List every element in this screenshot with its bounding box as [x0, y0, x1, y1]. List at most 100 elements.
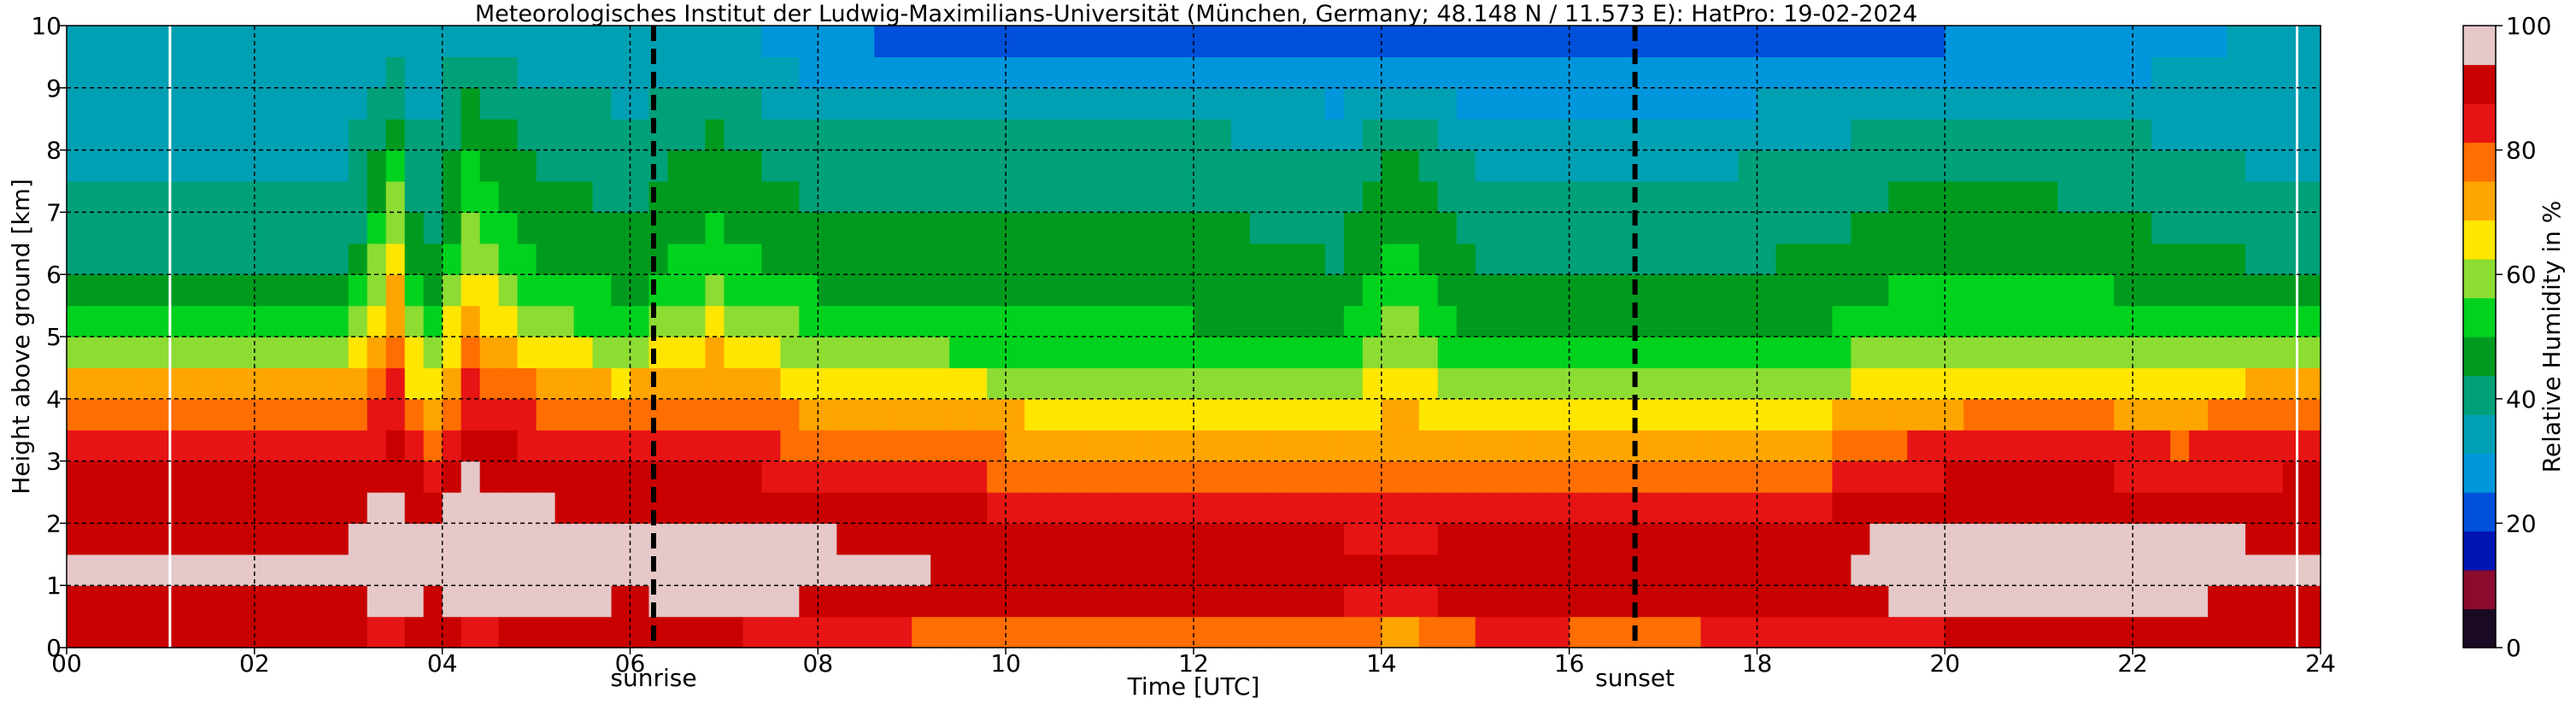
heatmap-cell — [874, 56, 894, 89]
heatmap-cell — [1512, 523, 1533, 555]
heatmap-cell — [1512, 87, 1533, 120]
heatmap-cell — [573, 274, 594, 307]
heatmap-cell — [2076, 150, 2096, 182]
heatmap-cell — [1775, 367, 1796, 400]
heatmap-cell — [1456, 492, 1476, 524]
heatmap-cell — [1775, 56, 1796, 89]
heatmap-cell — [141, 367, 161, 400]
heatmap-cell — [1587, 367, 1608, 400]
heatmap-cell — [2208, 181, 2227, 213]
heatmap-cell — [780, 150, 800, 182]
heatmap-cell — [1249, 398, 1270, 431]
heatmap-cell — [630, 461, 650, 493]
heatmap-cell — [498, 119, 519, 151]
heatmap-cell — [780, 554, 800, 586]
heatmap-cell — [67, 585, 86, 618]
heatmap-cell — [1512, 150, 1533, 182]
heatmap-cell — [2245, 56, 2265, 89]
heatmap-cell — [235, 119, 255, 151]
heatmap-cell — [1024, 554, 1044, 586]
heatmap-cell — [2057, 305, 2077, 337]
heatmap-cell — [235, 585, 255, 618]
heatmap-cell — [235, 305, 255, 337]
heatmap-cell — [479, 150, 500, 182]
heatmap-cell — [329, 212, 349, 244]
heatmap-cell — [1287, 87, 1307, 120]
heatmap-cell — [2170, 616, 2190, 648]
heatmap-cell — [1175, 367, 1194, 400]
heatmap-cell — [2020, 523, 2039, 555]
heatmap-cell — [555, 87, 575, 120]
heatmap-cell — [122, 616, 143, 648]
heatmap-cell — [141, 492, 161, 524]
heatmap-cell — [2208, 87, 2227, 120]
heatmap-cell — [1006, 56, 1025, 89]
heatmap-cell — [1024, 367, 1044, 400]
heatmap-cell — [1437, 243, 1458, 275]
heatmap-cell — [611, 585, 631, 618]
heatmap-cell — [893, 243, 912, 275]
heatmap-cell — [1681, 337, 1702, 368]
heatmap-cell — [1137, 337, 1157, 368]
heatmap-cell — [423, 367, 443, 400]
heatmap-cell — [592, 492, 613, 524]
heatmap-cell — [404, 150, 425, 182]
heatmap-cell — [705, 616, 725, 648]
heatmap-cell — [1324, 56, 1345, 89]
heatmap-cell — [367, 243, 387, 275]
heatmap-cell — [630, 212, 650, 244]
heatmap-cell — [1399, 274, 1420, 307]
heatmap-cell — [1832, 398, 1852, 431]
heatmap-cell — [2208, 337, 2227, 368]
heatmap-cell — [1663, 212, 1683, 244]
heatmap-cell — [1945, 150, 1964, 182]
heatmap-cell — [2095, 492, 2115, 524]
heatmap-cell — [348, 243, 368, 275]
heatmap-cell — [2302, 305, 2321, 337]
heatmap-cell — [1118, 585, 1138, 618]
heatmap-cell — [1738, 243, 1758, 275]
heatmap-cell — [197, 398, 218, 431]
heatmap-cell — [893, 87, 912, 120]
heatmap-cell — [930, 243, 950, 275]
heatmap-cell — [348, 367, 368, 400]
heatmap-cell — [1738, 56, 1758, 89]
heatmap-cell — [1230, 585, 1251, 618]
heatmap-cell — [1006, 150, 1025, 182]
heatmap-cell — [874, 398, 894, 431]
heatmap-cell — [667, 181, 688, 213]
heatmap-cell — [1306, 87, 1326, 120]
heatmap-cell — [1137, 274, 1157, 307]
heatmap-cell — [1719, 150, 1740, 182]
heatmap-cell — [1081, 430, 1100, 462]
y-tick-label: 4 — [46, 385, 62, 414]
heatmap-cell — [536, 87, 556, 120]
heatmap-cell — [1963, 26, 1983, 57]
heatmap-cell — [1268, 585, 1288, 618]
heatmap-cell — [103, 337, 124, 368]
heatmap-cell — [1531, 616, 1552, 648]
heatmap-cell — [1926, 398, 1945, 431]
heatmap-cell — [2020, 492, 2039, 524]
heatmap-cell — [423, 150, 443, 182]
heatmap-cell — [836, 181, 856, 213]
heatmap-cell — [254, 461, 274, 493]
heatmap-cell — [367, 461, 387, 493]
heatmap-cell — [1851, 150, 1870, 182]
heatmap-cell — [141, 430, 161, 462]
heatmap-cell — [1194, 492, 1213, 524]
heatmap-cell — [686, 274, 707, 307]
heatmap-cell — [536, 616, 556, 648]
heatmap-cell — [216, 181, 237, 213]
heatmap-cell — [1832, 523, 1852, 555]
heatmap-cell — [1794, 243, 1815, 275]
heatmap-cell — [2227, 87, 2246, 120]
heatmap-cell — [2189, 398, 2209, 431]
heatmap-cell — [273, 585, 293, 618]
heatmap-cell — [968, 367, 988, 400]
heatmap-cell — [2189, 56, 2209, 89]
heatmap-cell — [705, 461, 725, 493]
heatmap-cell — [141, 119, 161, 151]
heatmap-cell — [1399, 119, 1420, 151]
heatmap-cell — [2076, 119, 2096, 151]
